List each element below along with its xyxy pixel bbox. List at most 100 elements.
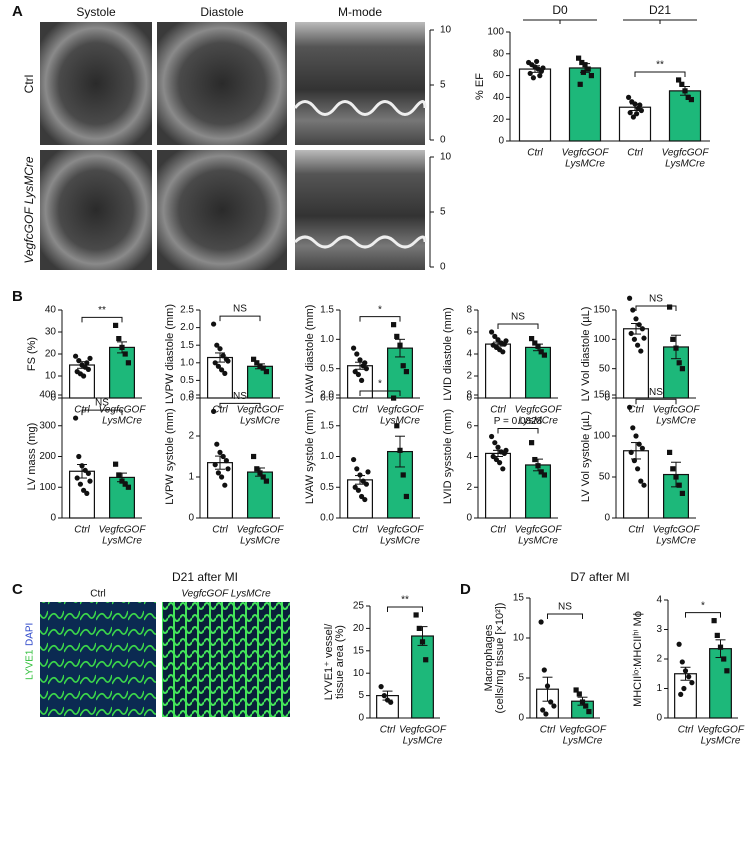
data-point xyxy=(503,338,509,344)
x-tick-label: LysMCre xyxy=(102,536,142,547)
image-label: VegfcGOF LysMCre xyxy=(181,589,271,600)
x-tick-label: VegfcGOF xyxy=(515,405,563,416)
data-point xyxy=(212,462,218,468)
scale-label: 10 xyxy=(440,152,452,163)
data-point xyxy=(682,668,689,674)
bar xyxy=(518,68,552,142)
y-axis-label: LV Vol diastole (µL) xyxy=(580,307,592,402)
data-point xyxy=(538,349,544,355)
x-tick-label: LysMCre xyxy=(563,736,603,747)
data-point xyxy=(679,490,685,496)
x-tick-label: VegfcGOF xyxy=(697,725,745,736)
y-tick-label: 0 xyxy=(188,513,194,524)
data-point xyxy=(220,353,226,359)
y-tick-label: 40 xyxy=(45,305,57,316)
bar xyxy=(411,635,434,719)
y-tick-label: 5 xyxy=(358,690,364,701)
data-point xyxy=(212,360,218,366)
data-point xyxy=(359,493,365,500)
data-point xyxy=(541,352,547,358)
data-point xyxy=(530,75,537,81)
x-tick-label: LysMCre xyxy=(565,159,605,170)
data-point xyxy=(490,453,496,460)
x-tick-label: LysMCre xyxy=(656,536,696,547)
data-point xyxy=(223,458,229,464)
bar xyxy=(524,346,551,399)
panel-letter: A xyxy=(12,3,23,20)
significance-bracket xyxy=(635,398,677,405)
y-tick-label: 4 xyxy=(466,349,472,360)
data-point xyxy=(497,460,503,466)
data-point xyxy=(351,345,357,351)
data-point xyxy=(84,490,90,496)
data-point xyxy=(81,487,87,493)
panel-letter: D xyxy=(460,581,471,598)
data-point xyxy=(630,425,636,431)
data-point xyxy=(263,369,269,375)
data-point xyxy=(532,456,538,463)
data-point xyxy=(535,463,541,469)
y-tick-label: 0 xyxy=(50,393,56,404)
y-tick-label: 8 xyxy=(466,390,472,401)
data-point xyxy=(81,373,87,379)
data-point xyxy=(416,625,422,631)
data-point xyxy=(634,111,640,117)
y-tick-label: 0.0 xyxy=(320,513,334,524)
x-tick-label: VegfcGOF xyxy=(237,405,285,416)
y-axis-label: (cells/mg tissue [×10²]) xyxy=(494,603,506,714)
data-point xyxy=(220,453,226,460)
data-point xyxy=(676,641,682,647)
x-tick-label: LysMCre xyxy=(665,159,705,170)
group-label: D0 xyxy=(552,3,568,17)
y-tick-label: 0.5 xyxy=(180,375,194,386)
data-point xyxy=(717,644,724,650)
data-point xyxy=(225,358,231,364)
y-tick-label: 400 xyxy=(39,390,56,401)
y-tick-label: 1.0 xyxy=(320,334,334,345)
data-point xyxy=(351,456,357,463)
data-point xyxy=(628,330,634,337)
data-point xyxy=(636,441,642,447)
data-point xyxy=(122,481,128,487)
y-tick-label: 0 xyxy=(518,713,524,724)
data-point xyxy=(125,360,131,366)
panel-letter: C xyxy=(12,581,23,598)
data-point xyxy=(119,344,125,350)
data-point xyxy=(627,295,633,301)
data-point xyxy=(540,65,546,71)
significance-label: * xyxy=(701,600,705,611)
data-point xyxy=(586,709,592,715)
y-tick-label: 30 xyxy=(45,327,57,338)
data-point xyxy=(679,81,685,87)
data-point xyxy=(711,618,717,624)
data-point xyxy=(352,484,358,490)
data-point xyxy=(631,458,638,464)
bar xyxy=(668,90,702,142)
data-point xyxy=(211,408,217,414)
y-tick-label: 100 xyxy=(593,334,610,345)
data-point xyxy=(627,110,633,116)
data-point xyxy=(532,340,538,346)
y-tick-label: 0 xyxy=(604,513,610,524)
data-point xyxy=(84,360,90,366)
data-point xyxy=(639,326,646,332)
x-tick-label: Ctrl xyxy=(678,725,694,736)
group-label: D21 xyxy=(649,3,671,17)
y-tick-label: 4 xyxy=(466,451,472,462)
x-tick-label: VegfcGOF xyxy=(377,405,425,416)
y-tick-label: 2.0 xyxy=(320,390,334,401)
scale-label: 5 xyxy=(440,80,446,91)
y-axis-label: Macrophages xyxy=(483,624,495,691)
significance-label: NS xyxy=(649,387,663,398)
x-tick-label: Ctrl xyxy=(352,525,368,536)
data-point xyxy=(492,440,498,446)
bar xyxy=(485,343,512,399)
data-point xyxy=(627,404,633,410)
data-point xyxy=(676,360,682,366)
x-tick-label: VegfcGOF xyxy=(237,525,285,536)
y-axis-label: LVPW systole (mm) xyxy=(164,408,176,504)
data-point xyxy=(403,369,409,375)
data-point xyxy=(400,472,406,478)
echo-images xyxy=(40,22,431,270)
scale-label: 5 xyxy=(440,207,446,218)
